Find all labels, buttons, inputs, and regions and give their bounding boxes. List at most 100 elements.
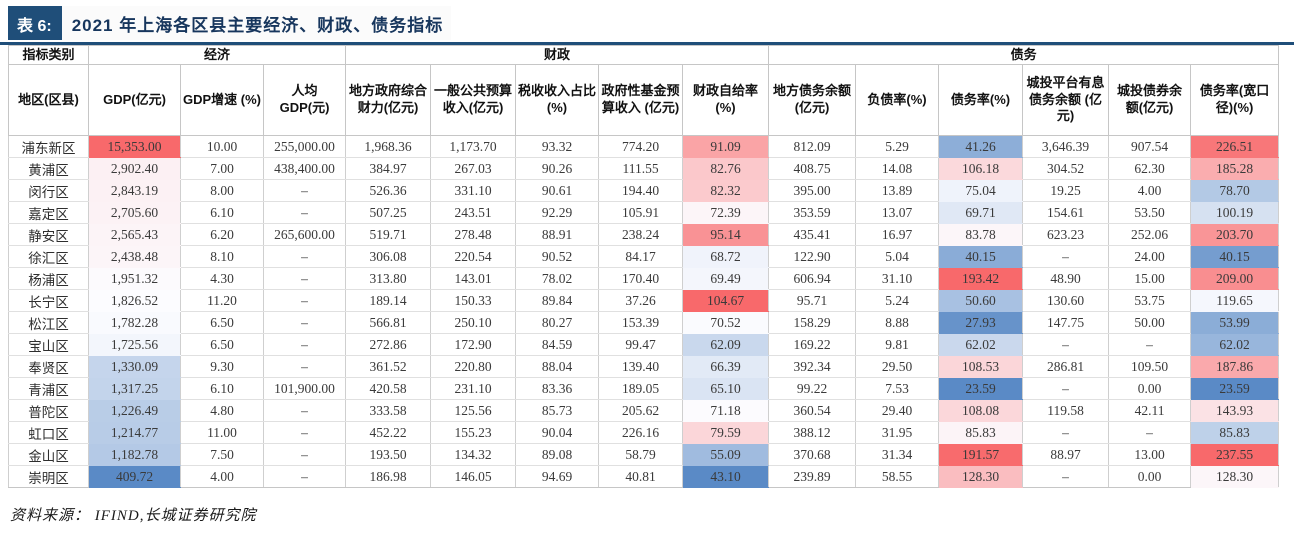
table-row: 青浦区 1,317.25 6.10 101,900.00 420.58 231.10 83.…: [8, 377, 1280, 400]
value-cell: 90.04: [515, 421, 600, 444]
column-header: 债务率(%): [938, 64, 1024, 136]
value-cell: 8.10: [180, 245, 264, 268]
column-header: 债务率(宽口径)(%): [1190, 64, 1280, 136]
table-header: 指标类别 经济 财政 债务 地区(区县) GDP(亿元) GDP增速 (%) 人均 GDP(…: [8, 45, 1280, 136]
column-header: 地方政府综合财力(亿元): [345, 64, 432, 136]
value-cell: 119.65: [1190, 289, 1280, 312]
group-header-row: 指标类别 经济 财政 债务: [8, 45, 1280, 65]
value-cell: –: [262, 245, 347, 268]
value-cell: 194.40: [598, 179, 684, 202]
value-cell: 13.07: [855, 201, 940, 224]
value-cell: 2,843.19: [88, 179, 181, 202]
value-cell: 14.08: [855, 157, 940, 180]
value-cell: 104.67: [682, 289, 770, 312]
column-header: 负债率(%): [855, 64, 940, 136]
region-cell: 奉贤区: [8, 355, 89, 378]
value-cell: 255,000.00: [262, 135, 347, 158]
value-cell: 6.10: [180, 377, 264, 400]
value-cell: 7.50: [180, 443, 264, 466]
value-cell: 43.10: [682, 465, 770, 488]
group-header: 经济: [87, 45, 347, 65]
value-cell: 2,565.43: [88, 223, 181, 246]
value-cell: 69.71: [938, 201, 1024, 224]
value-cell: 186.98: [345, 465, 432, 488]
value-cell: 304.52: [1022, 157, 1110, 180]
value-cell: 9.30: [180, 355, 264, 378]
value-cell: 388.12: [768, 421, 857, 444]
value-cell: 1,182.78: [88, 443, 181, 466]
value-cell: 0.00: [1108, 377, 1192, 400]
value-cell: 226.51: [1190, 135, 1280, 158]
value-cell: 0.00: [1108, 465, 1192, 488]
value-cell: 108.53: [938, 355, 1024, 378]
value-cell: –: [1022, 421, 1110, 444]
value-cell: 78.02: [515, 267, 600, 290]
value-cell: 606.94: [768, 267, 857, 290]
value-cell: 24.00: [1108, 245, 1192, 268]
value-cell: 15.00: [1108, 267, 1192, 290]
value-cell: 231.10: [430, 377, 517, 400]
page-title: 2021 年上海各区县主要经济、财政、债务指标: [61, 6, 452, 40]
value-cell: 333.58: [345, 399, 432, 422]
value-cell: 313.80: [345, 267, 432, 290]
value-cell: 42.11: [1108, 399, 1192, 422]
value-cell: 40.81: [598, 465, 684, 488]
value-cell: 40.15: [938, 245, 1024, 268]
value-cell: 16.97: [855, 223, 940, 246]
value-cell: 68.72: [682, 245, 770, 268]
value-cell: 53.50: [1108, 201, 1192, 224]
table-row: 杨浦区 1,951.32 4.30–313.80 143.01 78.02 170.40 6…: [8, 267, 1280, 290]
value-cell: 155.23: [430, 421, 517, 444]
value-cell: 1,330.09: [88, 355, 181, 378]
column-header: 税收收入占比(%): [515, 64, 600, 136]
column-header-row: 地区(区县) GDP(亿元) GDP增速 (%) 人均 GDP(元) 地方政府综合财力(…: [8, 64, 1280, 136]
value-cell: 62.02: [938, 333, 1024, 356]
value-cell: 91.09: [682, 135, 770, 158]
value-cell: 92.29: [515, 201, 600, 224]
value-cell: 8.88: [855, 311, 940, 334]
value-cell: 66.39: [682, 355, 770, 378]
value-cell: 360.54: [768, 399, 857, 422]
region-cell: 虹口区: [8, 421, 89, 444]
value-cell: 143.01: [430, 267, 517, 290]
value-cell: 193.50: [345, 443, 432, 466]
value-cell: 226.16: [598, 421, 684, 444]
value-cell: –: [262, 289, 347, 312]
value-cell: 250.10: [430, 311, 517, 334]
value-cell: 252.06: [1108, 223, 1192, 246]
value-cell: 239.89: [768, 465, 857, 488]
value-cell: 158.29: [768, 311, 857, 334]
value-cell: 62.30: [1108, 157, 1192, 180]
value-cell: 5.29: [855, 135, 940, 158]
value-cell: 169.22: [768, 333, 857, 356]
value-cell: 3,646.39: [1022, 135, 1110, 158]
value-cell: 84.17: [598, 245, 684, 268]
value-cell: 90.61: [515, 179, 600, 202]
value-cell: 408.75: [768, 157, 857, 180]
value-cell: 85.83: [1190, 421, 1280, 444]
value-cell: 128.30: [938, 465, 1024, 488]
table-row: 宝山区 1,725.56 6.50–272.86 172.90 84.59 99.47 62…: [8, 333, 1280, 356]
value-cell: 774.20: [598, 135, 684, 158]
value-cell: 88.91: [515, 223, 600, 246]
value-cell: 82.32: [682, 179, 770, 202]
value-cell: –: [1108, 421, 1192, 444]
value-cell: 147.75: [1022, 311, 1110, 334]
region-cell: 浦东新区: [8, 135, 89, 158]
value-cell: 187.86: [1190, 355, 1280, 378]
value-cell: 5.04: [855, 245, 940, 268]
value-cell: 265,600.00: [262, 223, 347, 246]
value-cell: 83.36: [515, 377, 600, 400]
value-cell: 15,353.00: [88, 135, 181, 158]
column-header: 地方债务余额(亿元): [768, 64, 857, 136]
value-cell: 392.34: [768, 355, 857, 378]
value-cell: 105.91: [598, 201, 684, 224]
value-cell: 27.93: [938, 311, 1024, 334]
value-cell: 4.30: [180, 267, 264, 290]
value-cell: 95.14: [682, 223, 770, 246]
value-cell: 4.00: [1108, 179, 1192, 202]
value-cell: 272.86: [345, 333, 432, 356]
value-cell: 452.22: [345, 421, 432, 444]
value-cell: 507.25: [345, 201, 432, 224]
table-row: 静安区 2,565.43 6.20 265,600.00 519.71 278.48 88.…: [8, 223, 1280, 246]
